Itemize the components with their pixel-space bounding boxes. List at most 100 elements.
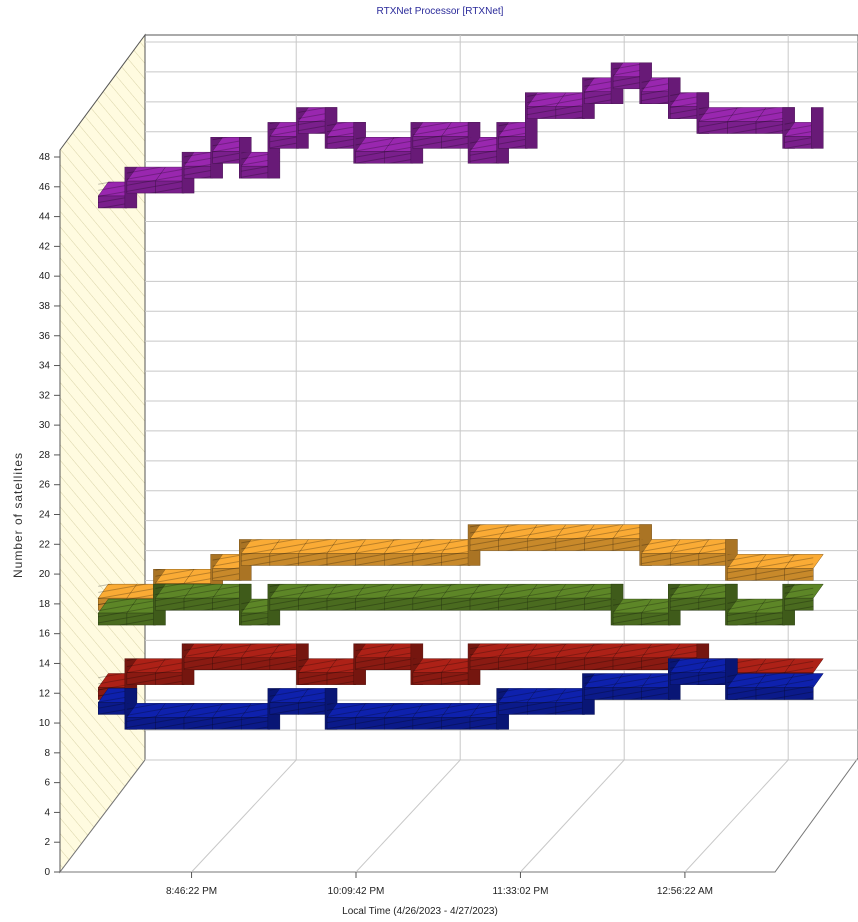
ribbon-texture xyxy=(498,524,528,551)
floor-gridline xyxy=(684,759,789,873)
ribbon-texture xyxy=(184,584,213,611)
ribbon-texture xyxy=(241,643,270,670)
ribbon-texture xyxy=(756,554,785,581)
y-tick-label: 4 xyxy=(44,807,50,818)
y-tick-label: 44 xyxy=(39,212,51,223)
ribbon-texture xyxy=(412,658,442,685)
ribbon-texture xyxy=(269,584,299,611)
ribbon-texture xyxy=(155,703,185,730)
ribbon-texture xyxy=(670,658,699,685)
y-tick-label: 0 xyxy=(44,867,50,878)
ribbon-texture xyxy=(727,673,757,700)
ribbon-texture xyxy=(670,539,699,566)
ribbon-texture xyxy=(269,122,299,149)
ribbon-texture xyxy=(126,703,156,730)
ribbon-texture xyxy=(184,703,213,730)
ribbon-texture xyxy=(498,584,528,611)
x-tick-label: 10:09:42 PM xyxy=(328,886,385,897)
ribbon-texture xyxy=(98,599,127,626)
ribbon-texture xyxy=(384,643,413,670)
ribbon-texture xyxy=(527,584,556,611)
ribbon-texture xyxy=(784,584,814,611)
ribbon-texture xyxy=(584,673,614,700)
ribbon-texture xyxy=(555,92,585,119)
ribbon-texture xyxy=(212,643,242,670)
ribbon-texture xyxy=(498,643,528,670)
ribbon-texture xyxy=(355,703,385,730)
ribbon-texture xyxy=(613,673,642,700)
y-tick-label: 40 xyxy=(39,271,51,282)
ribbon-texture xyxy=(98,688,127,715)
x-tick-label: 12:56:22 AM xyxy=(657,886,713,897)
ribbon-texture xyxy=(670,584,699,611)
ribbon-texture xyxy=(327,703,356,730)
ribbon-texture xyxy=(327,539,356,566)
ribbon-texture xyxy=(212,584,242,611)
ribbon-texture xyxy=(241,703,270,730)
ribbon-texture xyxy=(613,599,642,626)
ribbon-texture xyxy=(756,599,785,626)
ribbon-texture xyxy=(327,122,356,149)
ribbon-step xyxy=(811,107,824,149)
ribbon-texture xyxy=(212,703,242,730)
ribbon-texture xyxy=(298,584,328,611)
series-ribbon xyxy=(97,62,824,209)
ribbon-texture xyxy=(584,524,614,551)
ribbon-texture xyxy=(126,658,156,685)
ribbon-texture xyxy=(555,643,585,670)
ribbon-texture xyxy=(641,539,671,566)
ribbon-texture xyxy=(155,658,185,685)
y-tick-label: 46 xyxy=(39,182,51,193)
series-layer xyxy=(97,62,824,730)
ribbon-texture xyxy=(412,122,442,149)
ribbon-texture xyxy=(384,137,413,164)
y-tick-label: 30 xyxy=(39,420,51,431)
ribbon-texture xyxy=(641,77,671,104)
ribbon-texture xyxy=(470,137,499,164)
ribbon-texture xyxy=(384,539,413,566)
y-tick-label: 12 xyxy=(39,688,51,699)
ribbon-texture xyxy=(470,643,499,670)
y-tick-label: 14 xyxy=(39,658,51,669)
ribbon-texture xyxy=(641,643,671,670)
y-tick-label: 48 xyxy=(39,152,51,163)
ribbon-texture xyxy=(298,688,328,715)
ribbon-texture xyxy=(355,584,385,611)
ribbon-texture xyxy=(784,673,814,700)
x-axis-ticks: 8:46:22 PM 10:09:42 PM 11:33:02 PM 12:56:22… xyxy=(166,872,713,897)
ribbon-texture xyxy=(241,539,270,566)
ribbon-texture xyxy=(412,539,442,566)
ribbon-texture xyxy=(212,554,242,581)
ribbon-texture xyxy=(355,137,385,164)
ribbon-texture xyxy=(298,107,328,134)
ribbon-texture xyxy=(613,524,642,551)
ribbon-texture xyxy=(241,599,270,626)
ribbon-texture xyxy=(527,643,556,670)
y-axis-title: Number of satellites xyxy=(11,452,25,578)
ribbon-texture xyxy=(441,658,471,685)
ribbon-texture xyxy=(441,539,471,566)
ribbon-texture xyxy=(527,688,556,715)
ribbon-texture xyxy=(155,584,185,611)
ribbon-texture xyxy=(527,92,556,119)
y-tick-label: 24 xyxy=(39,510,51,521)
ribbon-texture xyxy=(327,658,356,685)
y-tick-label: 6 xyxy=(44,778,50,789)
ribbon-texture xyxy=(355,643,385,670)
ribbon-texture xyxy=(126,599,156,626)
y-tick-label: 42 xyxy=(39,241,51,252)
ribbon-texture xyxy=(756,673,785,700)
ribbon-texture xyxy=(241,152,270,179)
ribbon-texture xyxy=(498,688,528,715)
ribbon-texture xyxy=(355,539,385,566)
ribbon-texture xyxy=(269,643,299,670)
y-tick-label: 38 xyxy=(39,301,51,312)
ribbon-texture xyxy=(384,584,413,611)
y-tick-label: 10 xyxy=(39,718,51,729)
ribbon-texture xyxy=(384,703,413,730)
y-tick-label: 34 xyxy=(39,361,51,372)
ribbon-texture xyxy=(584,77,614,104)
ribbon-texture xyxy=(727,599,757,626)
ribbon-texture xyxy=(184,643,213,670)
